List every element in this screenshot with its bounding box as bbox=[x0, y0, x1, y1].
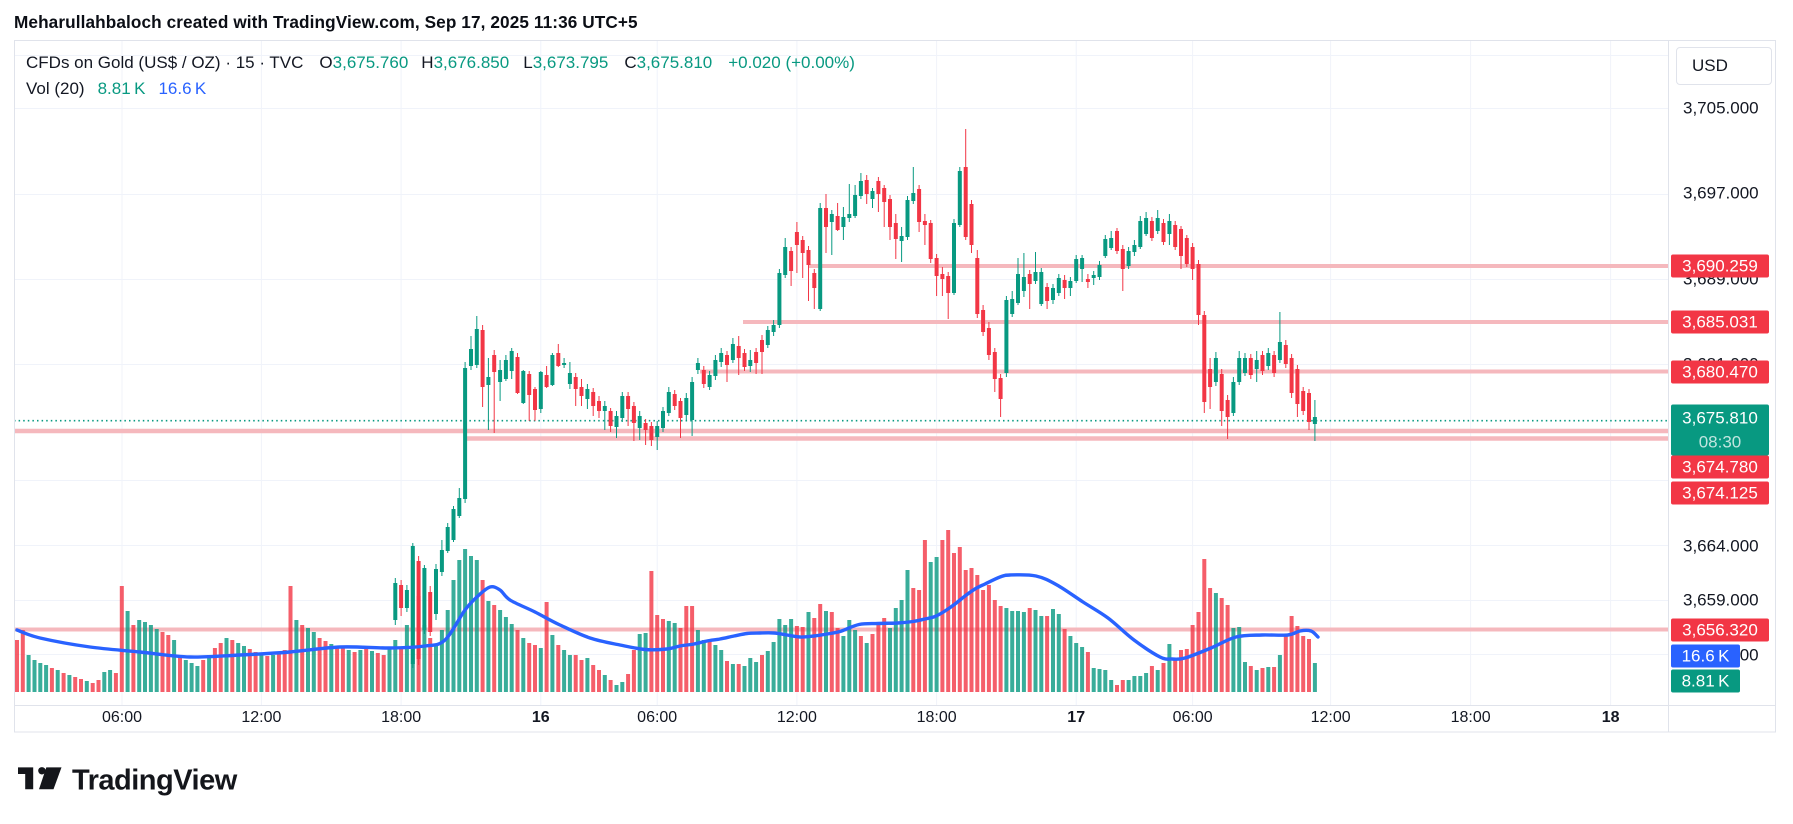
svg-text:TradingView: TradingView bbox=[72, 765, 238, 797]
